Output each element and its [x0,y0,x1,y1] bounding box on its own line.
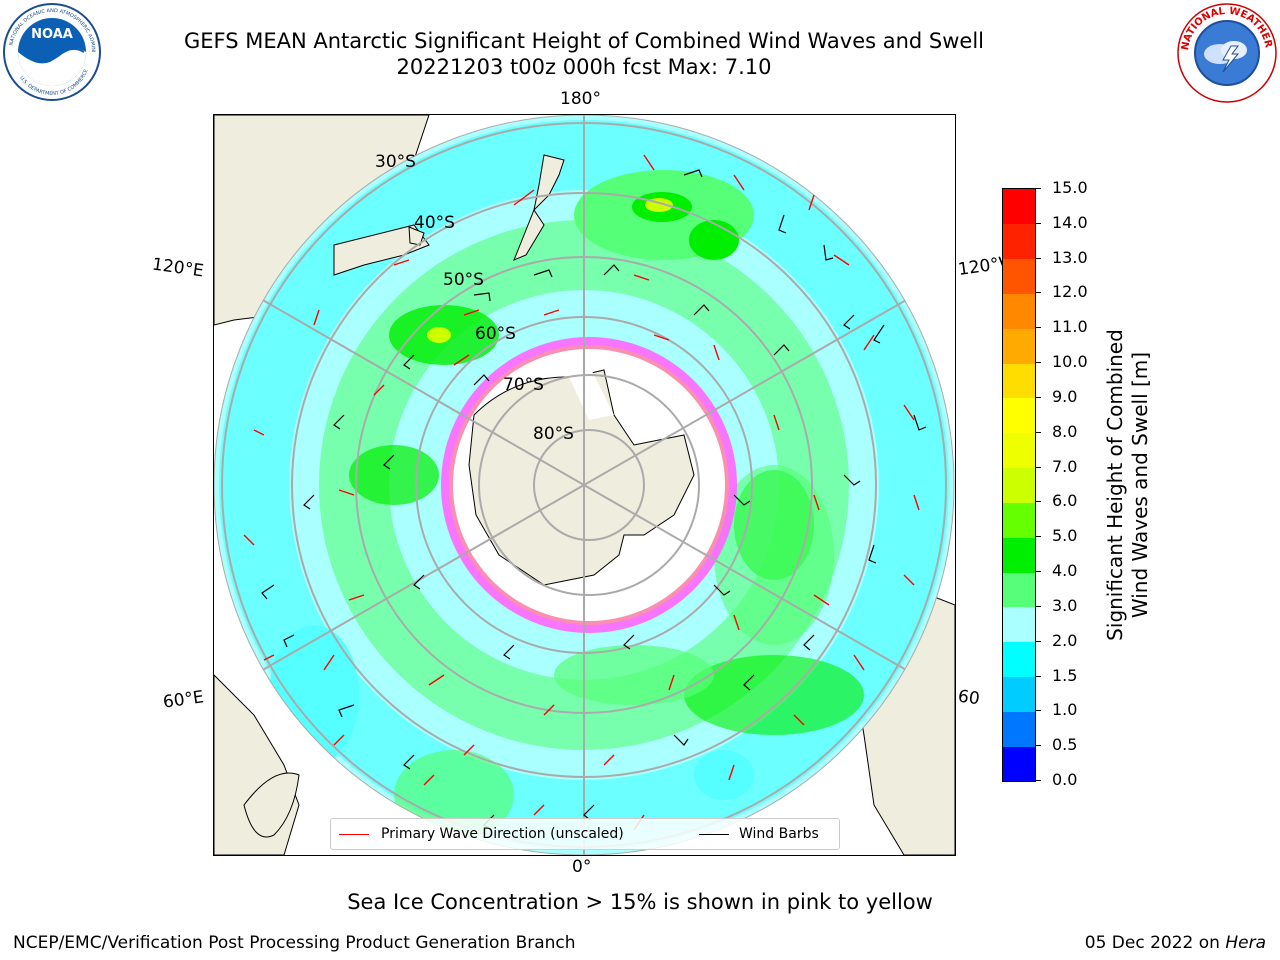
colorbar-segment [1003,432,1035,469]
wave-patch [349,445,439,505]
colorbar-tick [1035,536,1041,538]
footer-machine: Hera [1225,933,1266,953]
colorbar-tick [1035,327,1041,329]
wave-patch [689,220,739,260]
wave-direction-swatch [339,834,369,835]
colorbar-segment [1003,746,1035,782]
lon-label-180: 180° [560,89,601,109]
colorbar-segment [1003,676,1035,712]
colorbar-tick-label: 4.0 [1052,561,1078,581]
lat-label-80s: 80°S [533,424,574,444]
legend-wave-label: Primary Wave Direction (unscaled) [381,826,624,842]
colorbar-tick [1035,188,1041,189]
colorbar-tick-label: 11.0 [1052,317,1088,337]
wave-patch [427,327,451,343]
lat-label-50s: 50°S [443,270,484,290]
colorbar-tick [1035,571,1041,573]
colorbar-segment [1003,537,1035,573]
wave-patch [694,750,754,800]
colorbar-segment [1003,606,1035,643]
colorbar-tick-label: 9.0 [1052,386,1078,406]
colorbar-segment [1003,328,1035,364]
colorbar-tick [1035,640,1041,642]
svg-text:NOAA: NOAA [31,27,73,42]
colorbar-segment [1003,572,1035,608]
nws-logo: NATIONAL WEATHER SERVICE [1172,0,1278,104]
colorbar-tick [1035,466,1041,468]
chart-subtitle: 20221203 t00z 000h fcst Max: 7.10 [396,55,772,79]
legend-barb-label: Wind Barbs [739,826,819,842]
wind-barb-swatch [699,834,729,835]
lon-label-120e: 120°E [150,254,205,282]
lon-label-60e: 60°E [161,687,206,713]
land-madagascar [243,772,300,838]
land-antarctica [468,369,695,586]
colorbar-segment [1003,397,1035,434]
sea-ice-note: Sea Ice Concentration > 15% is shown in … [347,890,933,914]
colorbar-tick [1035,675,1041,677]
footer-date-text: 05 Dec 2022 on [1084,933,1226,953]
colorbar-segment [1003,293,1035,329]
noaa-logo: NOAA NATIONAL OCEANIC AND ATMOSPHERIC AD… [0,0,102,102]
colorbar-tick [1035,257,1041,259]
colorbar-tick-label: 12.0 [1052,282,1088,302]
colorbar-tick [1035,292,1041,294]
colorbar-tick [1035,222,1041,224]
colorbar-tick-label: 6.0 [1052,491,1078,511]
colorbar-tick [1035,745,1041,747]
colorbar-segment [1003,641,1035,678]
wave-patch [714,465,834,645]
colorbar-tick [1035,780,1041,781]
colorbar-tick [1035,396,1041,398]
lat-label-60s: 60°S [475,324,516,344]
lat-label-30s: 30°S [375,152,416,172]
lon-label-60w: 60°W [956,686,982,710]
colorbar-segment [1003,363,1035,399]
colorbar-tick-label: 15.0 [1052,178,1088,197]
lat-label-40s: 40°S [414,213,455,233]
colorbar-tick-label: 3.0 [1052,595,1078,615]
colorbar-tick-label: 10.0 [1052,352,1088,372]
colorbar-tick-label: 1.5 [1052,665,1078,685]
colorbar-tick-label: 2.0 [1052,630,1078,650]
colorbar-segment [1003,223,1035,260]
colorbar-tick-label: 0.5 [1052,735,1078,755]
polar-map [213,114,956,856]
colorbar-tick-label: 5.0 [1052,526,1078,546]
land-new-zealand-south [513,208,545,261]
colorbar-segment [1003,711,1035,747]
colorbar-tick-label: 8.0 [1052,421,1078,441]
wave-patch [684,655,864,735]
wave-patch [554,645,714,705]
colorbar-segment [1003,502,1035,538]
colorbar-tick-label: 0.0 [1052,770,1078,789]
colorbar-tick [1035,431,1041,433]
colorbar-title: Significant Height of Combined Wind Wave… [1103,285,1153,685]
colorbar-tick [1035,605,1041,607]
colorbar-segment [1003,467,1035,503]
lon-label-0: 0° [572,857,592,877]
footer-credit: NCEP/EMC/Verification Post Processing Pr… [13,933,576,953]
colorbar-tick [1035,362,1041,364]
colorbar-segment [1003,189,1035,225]
footer-date: 05 Dec 2022 on Hera [1085,933,1266,953]
colorbar-tick [1035,710,1041,712]
colorbar-title-line1: Significant Height of Combined [1103,329,1127,641]
wave-patch [394,750,514,840]
colorbar-tick-label: 1.0 [1052,700,1078,720]
colorbar-segment [1003,258,1035,294]
colorbar-tick-label: 7.0 [1052,456,1078,476]
colorbar-title-line2: Wind Waves and Swell [m] [1128,351,1152,619]
lat-label-70s: 70°S [503,375,544,395]
chart-title: GEFS MEAN Antarctic Significant Height o… [183,29,985,53]
wind-barbs [261,169,927,830]
colorbar-tick-label: 14.0 [1052,212,1088,232]
colorbar-tick [1035,501,1041,503]
colorbar-tick-label: 13.0 [1052,247,1088,267]
colorbar [1002,188,1036,782]
map-legend: Primary Wave Direction (unscaled) Wind B… [330,818,840,850]
